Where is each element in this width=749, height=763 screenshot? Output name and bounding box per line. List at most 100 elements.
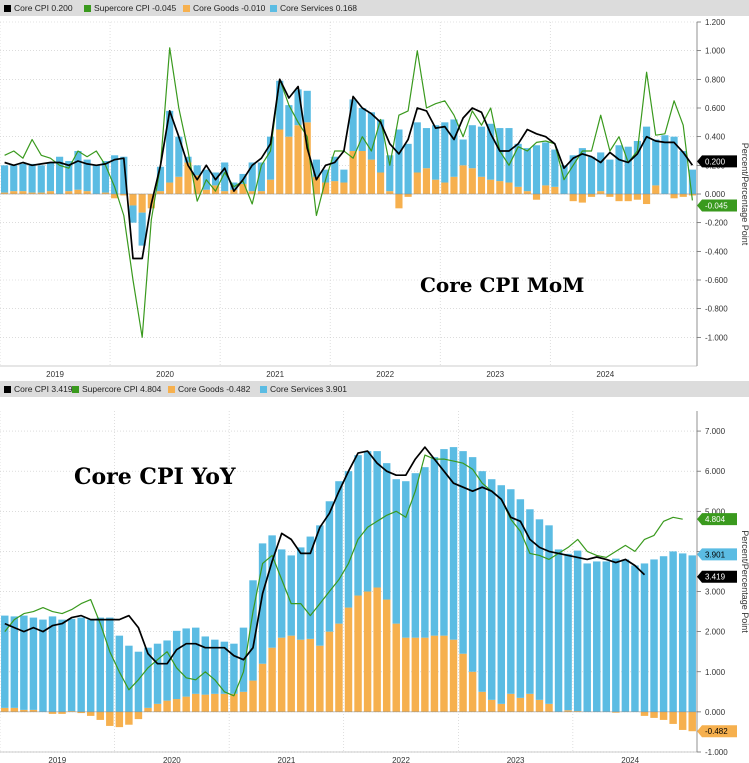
- core-services-bar: [297, 547, 305, 640]
- end-label-text: 4.804: [705, 515, 726, 524]
- core-services-bar: [422, 128, 431, 169]
- core-services-bar: [421, 467, 429, 638]
- core-goods-bar: [144, 707, 152, 712]
- core-goods-bar: [331, 181, 339, 194]
- core-services-bar: [268, 535, 276, 648]
- core-services-bar: [134, 651, 143, 712]
- y-tick-label: 0.400: [705, 133, 726, 142]
- core-services-bar: [56, 156, 64, 194]
- core-goods-bar: [678, 711, 687, 730]
- legend-core-cpi: Core CPI 3.419: [4, 384, 73, 394]
- core-goods-bar: [358, 151, 366, 194]
- core-goods-bar: [1, 192, 9, 194]
- core-cpi-line: [4, 78, 694, 260]
- core-services-bar: [551, 149, 559, 187]
- core-goods-bar: [19, 191, 27, 194]
- core-goods-bar: [138, 194, 146, 213]
- y-tick-label: -1.000: [705, 748, 728, 757]
- core-services-bar: [487, 479, 496, 700]
- core-services-bar: [395, 129, 403, 194]
- y-tick-label: 1.000: [705, 47, 726, 56]
- core-services-bar: [65, 161, 73, 192]
- legend-core-goods: Core Goods -0.010: [183, 3, 265, 13]
- core-goods-bar: [202, 189, 210, 194]
- core-goods-bar: [404, 194, 412, 197]
- legend-core-services-label: Core Services: [280, 3, 334, 13]
- core-services-bar: [58, 619, 66, 712]
- y-tick-label: 7.000: [705, 427, 726, 436]
- y-axis-label: Percent/Percentage Point: [740, 143, 749, 246]
- core-goods-bar: [211, 693, 219, 712]
- core-services-bar: [661, 135, 669, 194]
- core-goods-bar: [20, 709, 28, 712]
- core-services-bar: [20, 615, 28, 710]
- yoy-chart-panel: Core CPI 3.419 Supercore CPI 4.804 Core …: [0, 381, 749, 763]
- legend-core-cpi: Core CPI 0.200: [4, 3, 73, 13]
- core-goods-bar: [316, 645, 324, 712]
- core-goods-bar: [10, 707, 19, 712]
- mom-chart-panel: Core CPI 0.200 Supercore CPI -0.045 Core…: [0, 0, 749, 381]
- end-label-text: -0.045: [705, 201, 728, 210]
- core-goods-bar: [340, 182, 348, 194]
- core-services-bar: [96, 617, 104, 712]
- y-tick-label: -0.800: [705, 305, 728, 314]
- core-goods-bar: [430, 635, 439, 712]
- core-goods-bar: [373, 587, 381, 712]
- core-services-bar: [602, 561, 611, 712]
- core-services-bar: [192, 627, 200, 694]
- core-goods-bar: [249, 680, 257, 712]
- core-services-bar: [612, 558, 620, 712]
- x-tick-label: 2020: [163, 756, 181, 763]
- x-tick-label: 2021: [278, 756, 296, 763]
- x-tick-label: 2022: [376, 370, 394, 379]
- core-goods-bar: [48, 711, 57, 714]
- core-goods-bar: [449, 639, 458, 712]
- core-services-bar: [477, 126, 486, 177]
- core-services-bar: [358, 108, 366, 151]
- core-services-bar: [92, 165, 100, 194]
- core-services-bar: [316, 525, 324, 646]
- core-goods-bar: [487, 179, 495, 194]
- core-services-bar: [587, 156, 596, 194]
- core-services-bar: [411, 473, 420, 638]
- core-services-bar: [526, 509, 534, 694]
- core-goods-bar: [321, 182, 330, 194]
- core-services-bar: [583, 563, 591, 712]
- y-tick-label: 5.000: [705, 507, 726, 516]
- core-goods-bar: [597, 191, 605, 194]
- core-goods-bar: [421, 637, 429, 712]
- core-goods-bar: [669, 711, 677, 724]
- x-tick-label: 2024: [621, 756, 639, 763]
- x-tick-label: 2021: [266, 370, 284, 379]
- core-goods-bar: [312, 176, 320, 194]
- core-goods-bar: [201, 694, 210, 712]
- core-services-bar: [554, 549, 563, 712]
- core-goods-bar: [468, 168, 476, 194]
- core-goods-bar: [111, 194, 119, 199]
- core-services-bar: [659, 556, 668, 712]
- y-tick-label: 0.600: [705, 104, 726, 113]
- core-goods-bar: [441, 182, 449, 194]
- core-services-bar: [125, 645, 133, 712]
- core-goods-bar: [239, 183, 247, 194]
- core-services-bar: [354, 455, 362, 596]
- core-services-bar: [67, 618, 76, 712]
- core-goods-bar: [230, 693, 238, 712]
- core-services-bar: [514, 143, 522, 187]
- core-services-bar: [101, 161, 110, 193]
- core-services-bar: [111, 155, 119, 194]
- legend-supercore-label: Supercore CPI: [82, 384, 138, 394]
- core-goods-bar: [325, 631, 334, 712]
- end-label: 3.419: [697, 570, 737, 583]
- core-goods-bar: [659, 711, 668, 720]
- core-services-bar: [28, 163, 36, 193]
- core-goods-bar: [497, 703, 505, 712]
- end-label-flag: [697, 199, 737, 212]
- core-services-bar: [257, 162, 265, 192]
- core-services-bar: [440, 449, 448, 636]
- core-goods-bar: [402, 637, 410, 712]
- core-services-bar: [392, 479, 400, 624]
- core-goods-bar: [335, 623, 343, 712]
- core-services-bar: [335, 481, 343, 624]
- core-services-bar: [404, 143, 412, 194]
